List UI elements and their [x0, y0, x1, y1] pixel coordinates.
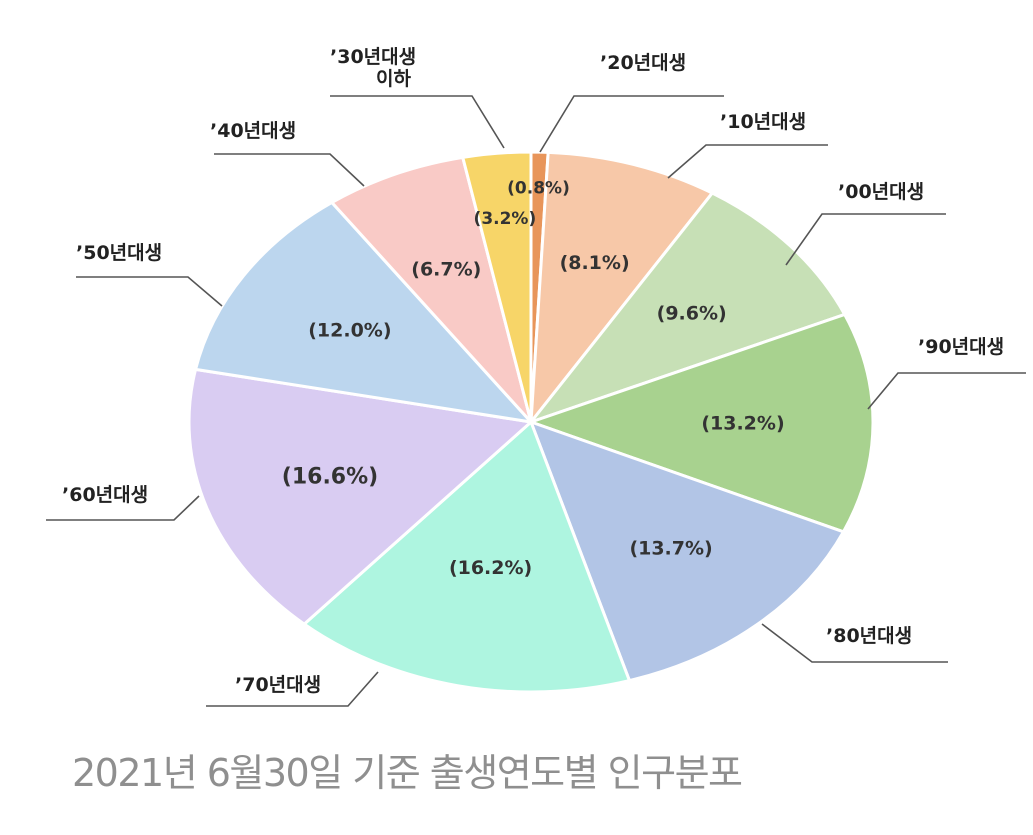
leader-line — [761, 623, 948, 663]
pie-slice-40년대생 — [329, 155, 533, 424]
percent-label: (13.7%) — [629, 538, 712, 560]
percent-label: (3.2%) — [474, 209, 537, 229]
category-label: ’70년대생 — [235, 674, 321, 696]
percent-label: (6.7%) — [411, 258, 481, 280]
pie-chart: (0.8%) (8.1%) (9.6%) (13.2%) (13.7%) (16.2%) (… — [46, 46, 1026, 707]
leader-line — [46, 495, 200, 521]
percent-label: (9.6%) — [657, 303, 727, 325]
pie-slice-00년대생 — [526, 191, 847, 426]
percent-label: (16.2%) — [449, 557, 532, 579]
percent-label: (0.8%) — [507, 178, 570, 198]
leader-line — [867, 372, 1026, 410]
leader-line — [206, 671, 379, 707]
pie-slice-70년대생 — [301, 419, 632, 694]
leader-lines — [46, 95, 1026, 707]
category-label: ’60년대생 — [62, 484, 148, 506]
category-label: ’30년대생 이하 — [330, 46, 416, 90]
percent-label: (13.2%) — [701, 413, 784, 435]
pie-slice-80년대생 — [528, 419, 846, 683]
category-label: ’10년대생 — [720, 111, 806, 133]
percent-label: (12.0%) — [308, 320, 391, 342]
category-label: ’90년대생 — [918, 336, 1004, 358]
pie-slice-60년대생 — [187, 367, 535, 627]
category-label: ’40년대생 — [210, 120, 296, 142]
pie-slices — [187, 150, 875, 694]
pie-slice-30년대생이하 — [460, 150, 533, 423]
chart-caption: 2021년 6월30일 기준 출생연도별 인구분포 — [72, 751, 743, 795]
leader-line — [76, 276, 223, 307]
percent-label: (16.6%) — [282, 464, 378, 489]
leader-line — [539, 95, 724, 153]
category-label: ’50년대생 — [76, 242, 162, 264]
category-label: ’20년대생 — [600, 52, 686, 74]
percent-label: (8.1%) — [560, 252, 630, 274]
pie-slice-10년대생 — [529, 150, 715, 427]
leader-line — [214, 153, 365, 187]
category-label: ’00년대생 — [838, 181, 924, 203]
percent-labels: (0.8%) (8.1%) (9.6%) (13.2%) (13.7%) (16.2%) (… — [282, 178, 785, 579]
leader-line — [667, 144, 828, 179]
leader-line — [785, 213, 946, 266]
leader-line — [330, 95, 505, 149]
pie-slice-50년대생 — [193, 200, 535, 425]
pie-slice-90년대생 — [526, 312, 875, 534]
category-labels: ’20년대생 ’10년대생 ’00년대생 ’90년대생 ’80년대생 ’70년대생 ’60년… — [62, 46, 1004, 696]
category-label: ’80년대생 — [826, 625, 912, 647]
